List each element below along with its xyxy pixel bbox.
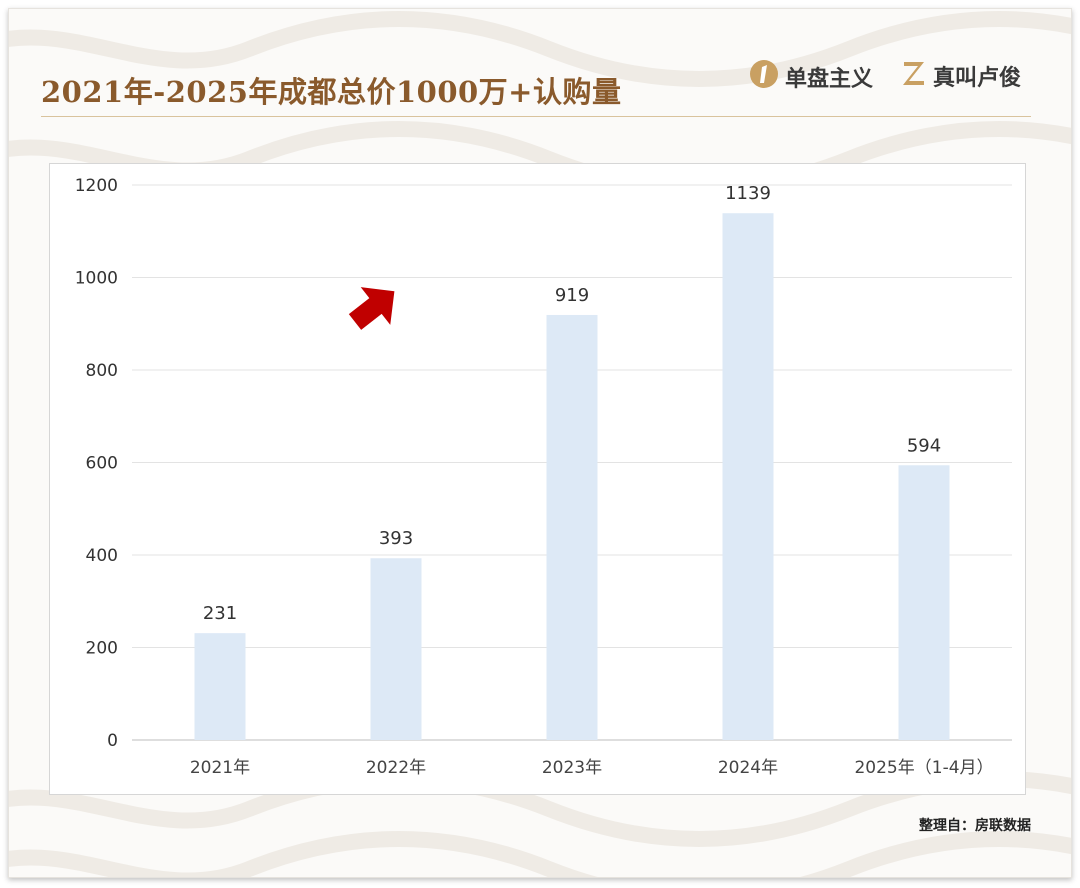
- chart-card: 2021年-2025年成都总价1000万+认购量 单盘主义 真叫卢俊 0 200 4…: [8, 8, 1072, 878]
- bar: [546, 314, 598, 740]
- x-tick-label: 2023年: [542, 758, 602, 778]
- title-divider: [41, 116, 1031, 117]
- bar-chart-svg: 0 200 400 600 800 1000 1200 231 2021年 393 2022年 919…: [75, 176, 1012, 778]
- bar: [898, 465, 950, 740]
- brand-danpan-label: 单盘主义: [785, 67, 874, 92]
- y-tick-label: 200: [86, 639, 118, 659]
- page-title: 2021年-2025年成都总价1000万+认购量: [41, 75, 622, 109]
- bar-value-label: 594: [907, 435, 941, 456]
- bar-value-label: 393: [379, 528, 413, 549]
- brand-zhenjiao: 真叫卢俊: [901, 59, 1021, 93]
- data-source-note: 整理自：房联数据: [919, 818, 1031, 834]
- x-tick-label: 2021年: [190, 758, 250, 778]
- bar: [722, 213, 774, 740]
- number-one-badge-icon: [749, 59, 779, 95]
- bar-value-label: 231: [203, 603, 237, 624]
- x-tick-label: 2025年（1-4月）: [854, 758, 993, 778]
- bar-value-label: 919: [555, 285, 589, 306]
- bar: [194, 633, 246, 740]
- y-tick-label: 1200: [75, 176, 118, 196]
- x-tick-label: 2022年: [366, 758, 426, 778]
- y-tick-label: 800: [86, 361, 118, 381]
- brand-zhenjiao-label: 真叫卢俊: [933, 66, 1022, 91]
- y-tick-label: 1000: [75, 269, 118, 289]
- letter-z-logo-icon: [901, 59, 927, 93]
- y-tick-label: 600: [86, 454, 118, 474]
- bar-value-label: 1139: [725, 183, 771, 204]
- bar: [370, 558, 422, 740]
- brand-danpan: 单盘主义: [749, 59, 873, 95]
- y-tick-label: 0: [107, 731, 118, 751]
- bar-chart: 0 200 400 600 800 1000 1200 231 2021年 393 2022年 919…: [49, 163, 1026, 795]
- y-tick-label: 400: [86, 546, 118, 566]
- x-tick-label: 2024年: [718, 758, 778, 778]
- red-up-right-arrow-icon: [348, 287, 395, 330]
